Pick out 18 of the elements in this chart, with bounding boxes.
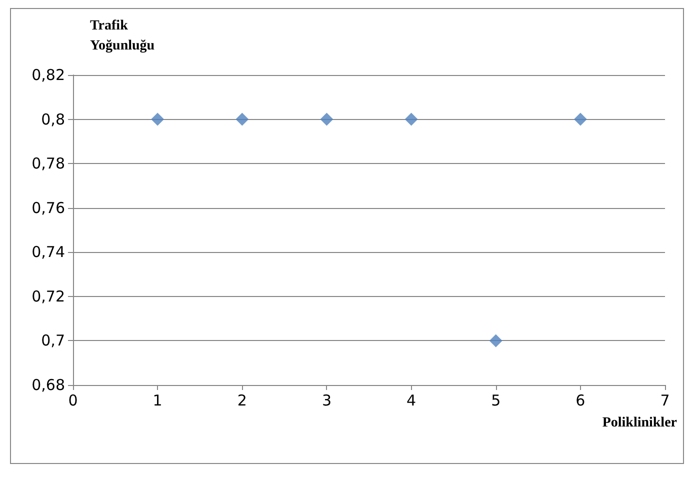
y-tick-label: 0,74 xyxy=(32,243,65,262)
y-tick-label: 0,7 xyxy=(41,332,65,350)
x-tick-label: 4 xyxy=(406,392,416,410)
x-tick-label: 2 xyxy=(237,392,247,410)
y-tick-label: 0,78 xyxy=(32,154,65,173)
x-axis-title: Poliklinikler xyxy=(602,416,678,430)
y-tick-label: 0,72 xyxy=(32,287,65,306)
x-tick-label: 7 xyxy=(660,392,670,410)
x-tick-label: 5 xyxy=(491,392,501,410)
y-tick-label: 0,82 xyxy=(32,66,65,84)
x-tick-label: 0 xyxy=(68,392,78,410)
y-tick-label: 0,68 xyxy=(32,376,65,394)
y-tick-label: 0,8 xyxy=(41,110,65,128)
x-tick-label: 6 xyxy=(576,392,586,410)
y-axis-title: Trafik Yoğunluğu xyxy=(90,18,155,54)
x-tick-label: 3 xyxy=(322,392,332,410)
y-tick-label: 0,76 xyxy=(32,198,65,217)
x-tick-label: 1 xyxy=(152,392,162,410)
